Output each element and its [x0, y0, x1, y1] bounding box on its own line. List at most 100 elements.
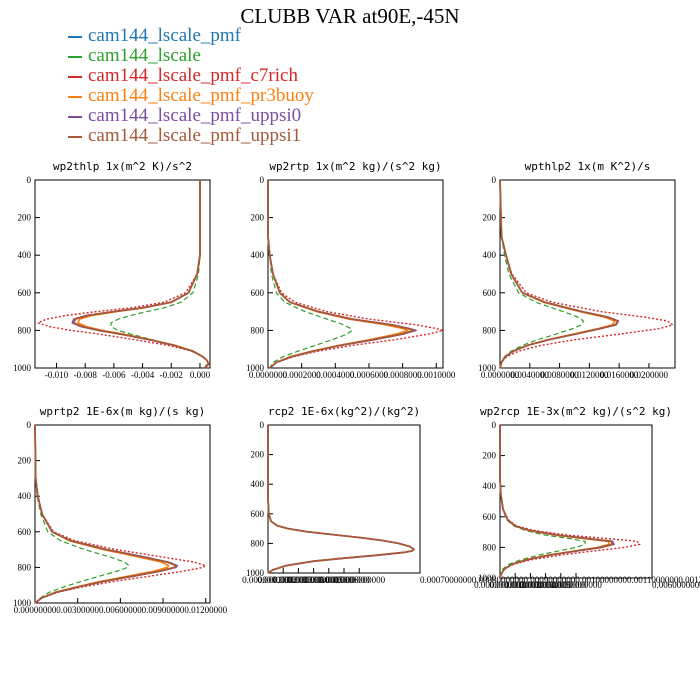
plot-frame — [499, 424, 653, 579]
y-tick-label: 200 — [18, 456, 32, 466]
x-tick-label: 0.0008000 — [383, 370, 422, 380]
series-line — [72, 180, 210, 369]
x-tick-label: 0.0003000000 — [288, 575, 340, 585]
x-tick-label: 0.00600000 — [99, 605, 142, 615]
y-tick-label: 0 — [27, 420, 32, 430]
x-tick-label: 0.0050000000 — [550, 580, 602, 590]
y-tick-label: 0 — [492, 175, 497, 185]
y-tick-label: 600 — [251, 288, 265, 298]
panel-title: rcp2 1E-6x(kg^2)/(kg^2) — [268, 405, 420, 418]
legend-label: cam144_lscale — [88, 45, 201, 66]
legend-swatch — [68, 55, 82, 58]
x-tick-label: -0.010 — [45, 370, 69, 380]
series-line — [77, 180, 210, 369]
figure-title: CLUBB VAR at90E,-45N — [240, 4, 460, 28]
y-tick-label: 1000 — [246, 363, 265, 373]
series-line — [267, 180, 416, 369]
y-tick-label: 200 — [251, 450, 265, 460]
x-tick-label: 0.0002000 — [283, 370, 322, 380]
legend-item: cam144_lscale_pmf_uppsi0 — [68, 106, 314, 126]
x-tick-label: -0.002 — [160, 370, 183, 380]
x-tick-label: 0.0004000 — [316, 370, 355, 380]
x-tick-label: 0.000 — [190, 370, 211, 380]
y-tick-label: 1000 — [478, 363, 497, 373]
legend-swatch — [68, 75, 82, 78]
y-tick-label: 800 — [18, 325, 32, 335]
series-line — [499, 425, 614, 579]
y-tick-label: 200 — [483, 451, 497, 461]
chart-panel: rcp2 1E-6x(kg^2)/(kg^2) 0 200 400 600 800 1000… — [242, 405, 700, 585]
series-line — [499, 425, 615, 579]
x-tick-label: 0.0005000000 — [318, 575, 370, 585]
x-tick-label: 0.0010000000 — [489, 580, 541, 590]
y-tick-label: 1000 — [13, 598, 32, 608]
legend-item: cam144_lscale_pmf_c7rich — [68, 66, 314, 86]
series-line — [267, 425, 415, 574]
y-tick-label: 400 — [251, 479, 265, 489]
series-line — [499, 425, 641, 579]
panel-title: wp2rtp 1x(m^2 kg)/(s^2 kg) — [269, 160, 441, 173]
series-line — [110, 180, 208, 369]
chart-panel: wpthlp2 1x(m K^2)/s020040060080010000.00… — [478, 160, 676, 380]
y-tick-label: 400 — [483, 481, 497, 491]
series-line — [71, 180, 210, 369]
chart-panel: wp2rcp 1E-3x(m^2 kg)/(s^2 kg) 0 200 400 600 8… — [474, 405, 700, 590]
y-tick-label: 0 — [492, 420, 497, 430]
legend-label: cam144_lscale_pmf_pr3buoy — [88, 85, 314, 106]
series-line — [499, 179, 585, 369]
y-tick-label: 1000 — [246, 568, 265, 578]
x-tick-label: 0.00300000 — [56, 605, 99, 615]
legend-item: cam144_lscale_pmf_pr3buoy — [68, 86, 314, 106]
x-tick-label: 0.0000000000 — [242, 575, 294, 585]
y-tick-label: 200 — [251, 213, 265, 223]
y-tick-label: 800 — [251, 538, 265, 548]
series-line — [499, 179, 616, 369]
series-line — [72, 180, 210, 369]
chart-panel: wp2rtp 1x(m^2 kg)/(s^2 kg) 0 200 400 600 800 1… — [246, 160, 456, 380]
x-tick-label: -0.006 — [102, 370, 126, 380]
x-tick-label: 0.0004000000 — [303, 575, 355, 585]
y-tick-label: 200 — [18, 213, 32, 223]
x-tick-label: 0.0010000 — [417, 370, 456, 380]
legend-item: cam144_lscale — [68, 46, 314, 66]
y-tick-label: 600 — [18, 527, 32, 537]
legend-item: cam144_lscale_pmf — [68, 26, 314, 46]
x-tick-label: 0.0000000 — [481, 370, 520, 380]
x-tick-label: 0.0040000 — [511, 370, 550, 380]
y-tick-label: 0 — [260, 175, 265, 185]
x-tick-label: 0.0020000000 — [505, 580, 557, 590]
series-line — [499, 179, 619, 369]
x-tick-label: 0.0030000000 — [520, 580, 572, 590]
legend-swatch — [68, 115, 82, 118]
panel-title: wpthlp2 1x(m K^2)/s — [525, 160, 651, 173]
x-tick-label: -0.004 — [131, 370, 155, 380]
x-tick-label: 0.01200000 — [184, 605, 227, 615]
panel-title: wprtp2 1E-6x(m kg)/(s kg) — [40, 405, 206, 418]
series-line — [267, 425, 415, 574]
y-tick-label: 600 — [483, 512, 497, 522]
legend-swatch — [68, 135, 82, 138]
x-tick-label: -0.008 — [74, 370, 98, 380]
y-tick-label: 200 — [483, 213, 497, 223]
legend-swatch — [68, 35, 82, 38]
x-tick-label: 0.0000000 — [249, 370, 288, 380]
y-tick-label: 600 — [18, 288, 32, 298]
series-line — [34, 424, 130, 604]
series-line — [34, 424, 179, 604]
y-tick-label: 800 — [483, 542, 497, 552]
x-tick-label: 0.0002000000 — [273, 575, 325, 585]
series-line — [267, 425, 415, 574]
x-tick-label: 0.0160000 — [600, 370, 639, 380]
series-line — [267, 425, 415, 574]
series-line — [267, 180, 444, 369]
x-tick-label-overflow: 0.00070000000.00080000000.00090000000.00… — [420, 575, 700, 585]
chart-panel: wprtp2 1E-6x(m kg)/(s kg) 0 200 400 600 800 10… — [13, 405, 228, 615]
y-tick-label: 400 — [18, 250, 32, 260]
x-tick-label: 0.0120000 — [570, 370, 609, 380]
series-line — [499, 179, 619, 369]
legend-label: cam144_lscale_pmf_c7rich — [88, 65, 298, 86]
y-tick-label: 400 — [483, 250, 497, 260]
plot-frame — [267, 424, 421, 574]
